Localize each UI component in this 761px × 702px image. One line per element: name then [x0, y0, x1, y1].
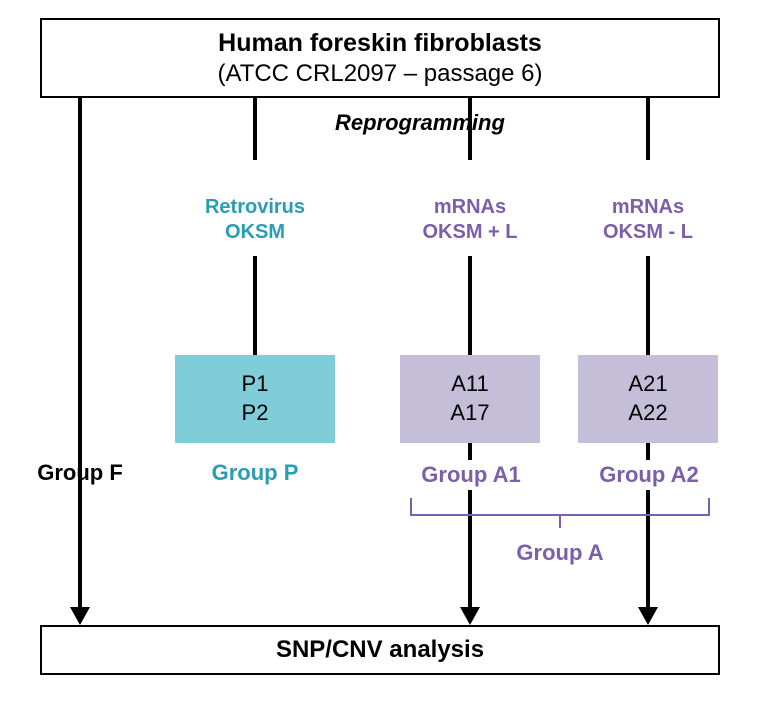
method-p: Retrovirus OKSM — [195, 195, 315, 245]
box-a2-item2: A22 — [628, 399, 667, 428]
arrow-f-head — [70, 607, 90, 625]
box-a2-item1: A21 — [628, 370, 667, 399]
group-a-label: Group A — [510, 540, 610, 566]
method-a2: mRNAs OKSM - L — [588, 195, 708, 245]
group-a2-label: Group A2 — [594, 460, 704, 490]
group-a1-label: Group A1 — [416, 460, 526, 490]
stub-a2 — [646, 98, 650, 160]
arrow-f-shaft — [78, 98, 82, 607]
reprogramming-label: Reprogramming — [335, 110, 505, 136]
method-a2-line1: mRNAs — [612, 196, 684, 218]
method-p-line1: Retrovirus — [205, 196, 305, 218]
method-a1-line2: OKSM + L — [422, 221, 517, 243]
box-a1-item1: A11 — [451, 370, 489, 399]
header-box: Human foreskin fibroblasts (ATCC CRL2097… — [40, 18, 720, 98]
footer-text: SNP/CNV analysis — [276, 636, 484, 664]
arrow-a1-mid — [468, 256, 472, 355]
method-a1-line1: mRNAs — [434, 196, 506, 218]
box-a2: A21 A22 — [578, 355, 718, 443]
group-a-bracket — [410, 498, 710, 534]
box-a1-item2: A17 — [450, 399, 489, 428]
box-p-item2: P2 — [242, 399, 269, 428]
box-a1: A11 A17 — [400, 355, 540, 443]
box-p-item1: P1 — [242, 370, 269, 399]
arrow-a2-head — [638, 607, 658, 625]
arrow-p-mid — [253, 256, 257, 355]
header-title: Human foreskin fibroblasts — [218, 29, 542, 58]
stub-p — [253, 98, 257, 160]
stub-a1 — [468, 98, 472, 160]
box-p: P1 P2 — [175, 355, 335, 443]
group-p-label: Group P — [205, 460, 305, 486]
method-a1: mRNAs OKSM + L — [410, 195, 530, 245]
method-p-line2: OKSM — [225, 221, 285, 243]
method-a2-line2: OKSM - L — [603, 221, 693, 243]
group-f-label: Group F — [30, 460, 130, 486]
arrow-a1-head — [460, 607, 480, 625]
footer-box: SNP/CNV analysis — [40, 625, 720, 675]
header-subtitle: (ATCC CRL2097 – passage 6) — [217, 60, 542, 88]
arrow-a2-mid — [646, 256, 650, 355]
